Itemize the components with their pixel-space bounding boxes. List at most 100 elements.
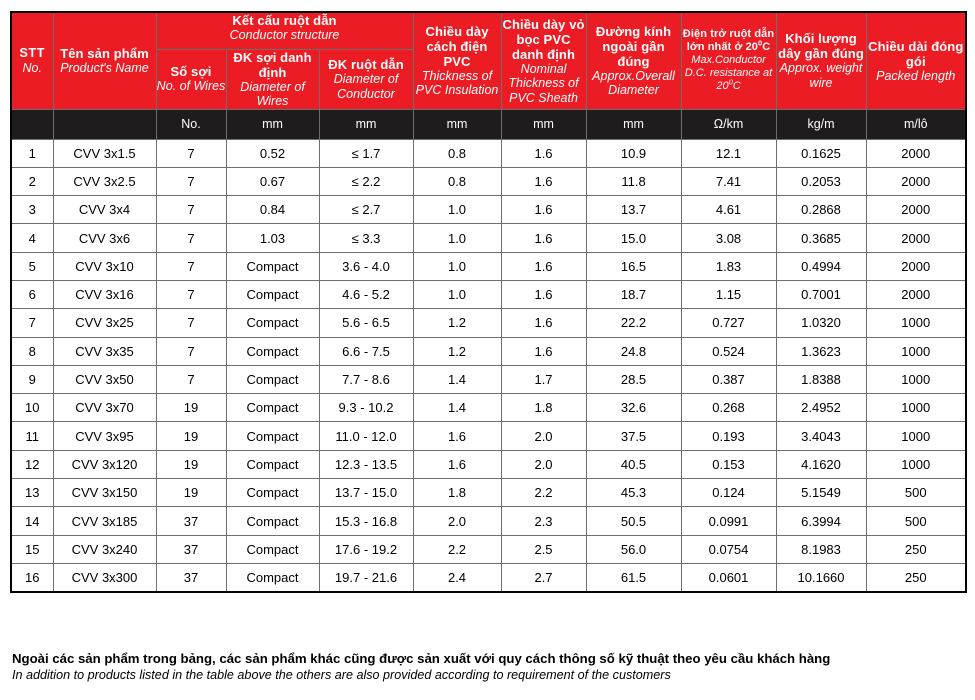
- cell-wire-diameter: Compact: [225, 506, 320, 536]
- unit-dc-resistance: Ω/km: [680, 108, 777, 140]
- cell-approx-weight: 5.1549: [775, 478, 867, 508]
- cell-conductor-diameter: 3.6 - 4.0: [318, 251, 414, 281]
- cell-packed-length: 1000: [865, 393, 967, 423]
- table-row: 4 CVV 3x6 7 1.03 ≤ 3.3 1.0 1.6 15.0 3.08 0.3685 20…: [11, 223, 967, 253]
- cell-no-of-wires: 7: [155, 138, 227, 168]
- cell-overall-diameter: 22.2: [585, 308, 682, 338]
- cell-pvc-sheath: 1.6: [500, 138, 587, 168]
- cell-dc-resistance: 12.1: [680, 138, 777, 168]
- cell-conductor-diameter: 13.7 - 15.0: [318, 478, 414, 508]
- th-wire-diameter-vn: ĐK sợi danh định: [233, 49, 312, 80]
- cell-packed-length: 1000: [865, 336, 967, 366]
- header-row-secondary: Số sợi No. of Wires ĐK sợi danh định Dia…: [11, 48, 966, 110]
- cell-overall-diameter: 45.3: [585, 478, 682, 508]
- cell-pvc-insulation: 1.2: [412, 336, 502, 366]
- cell-no-of-wires: 7: [155, 251, 227, 281]
- table-row: 6 CVV 3x16 7 Compact 4.6 - 5.2 1.0 1.6 18.7 1.15…: [11, 279, 967, 310]
- cell-conductor-diameter: ≤ 2.2: [318, 166, 414, 197]
- cell-overall-diameter: 56.0: [585, 534, 682, 564]
- cell-stt: 1: [11, 138, 54, 168]
- cell-dc-resistance: 0.0991: [680, 506, 777, 536]
- cell-approx-weight: 1.0320: [775, 308, 867, 338]
- th-pvc-insulation-thickness: Chiều dày cách điện PVC Thickness of PVC…: [412, 11, 502, 110]
- cell-packed-length: 1000: [865, 308, 967, 338]
- cell-overall-diameter: 18.7: [585, 279, 682, 310]
- cell-pvc-sheath: 2.2: [500, 478, 587, 508]
- cell-product-name: CVV 3x25: [52, 308, 157, 338]
- cell-pvc-insulation: 1.8: [412, 478, 502, 508]
- cell-product-name: CVV 3x185: [52, 506, 157, 536]
- cell-approx-weight: 2.4952: [775, 393, 867, 423]
- cell-packed-length: 2000: [865, 195, 967, 225]
- cell-no-of-wires: 19: [155, 421, 227, 451]
- cell-pvc-insulation: 1.6: [412, 449, 502, 480]
- cell-no-of-wires: 7: [155, 364, 227, 395]
- cell-overall-diameter: 16.5: [585, 251, 682, 281]
- cell-packed-length: 1000: [865, 421, 967, 451]
- cell-pvc-insulation: 1.0: [412, 195, 502, 225]
- cell-stt: 11: [11, 421, 54, 451]
- cell-conductor-diameter: 6.6 - 7.5: [318, 336, 414, 366]
- th-product-name-vn: Tên sản phẩm: [60, 46, 149, 61]
- cell-wire-diameter: Compact: [225, 308, 320, 338]
- cell-packed-length: 2000: [865, 223, 967, 253]
- cell-stt: 10: [11, 393, 54, 423]
- th-product-name-en: Product's Name: [60, 61, 149, 75]
- cell-pvc-sheath: 1.6: [500, 195, 587, 225]
- th-packed-length: Chiều dài đóng gói Packed length: [865, 11, 967, 110]
- cell-dc-resistance: 3.08: [680, 223, 777, 253]
- cell-conductor-diameter: ≤ 2.7: [318, 195, 414, 225]
- cell-pvc-sheath: 1.6: [500, 223, 587, 253]
- th-no-of-wires: Số sợi No. of Wires: [155, 48, 227, 110]
- cell-overall-diameter: 37.5: [585, 421, 682, 451]
- cell-wire-diameter: Compact: [225, 478, 320, 508]
- cell-wire-diameter: 0.67: [225, 166, 320, 197]
- table-row: 8 CVV 3x35 7 Compact 6.6 - 7.5 1.2 1.6 24.8 0.52…: [11, 336, 967, 366]
- cell-overall-diameter: 32.6: [585, 393, 682, 423]
- th-conductor-structure-group: Kết cấu ruột dẫn Conductor structure: [155, 11, 414, 50]
- cell-stt: 9: [11, 364, 54, 395]
- cell-stt: 14: [11, 506, 54, 536]
- th-overall-diameter: Đường kính ngoài gần đúng Approx.Overall…: [585, 11, 682, 110]
- cell-conductor-diameter: ≤ 3.3: [318, 223, 414, 253]
- cell-no-of-wires: 19: [155, 449, 227, 480]
- cell-packed-length: 500: [865, 506, 967, 536]
- cell-no-of-wires: 7: [155, 223, 227, 253]
- cell-product-name: CVV 3x6: [52, 223, 157, 253]
- unit-conductor-diameter: mm: [318, 108, 414, 140]
- th-dc-resistance-vn: Điện trở ruột dẫn lớn nhất ở 200C: [682, 28, 775, 54]
- cell-stt: 5: [11, 251, 54, 281]
- cell-no-of-wires: 19: [155, 478, 227, 508]
- cell-product-name: CVV 3x70: [52, 393, 157, 423]
- th-stt-en: No.: [22, 61, 42, 75]
- cable-specification-table: STT No. Tên sản phẩm Product's Name Kết …: [10, 11, 968, 593]
- cell-dc-resistance: 1.83: [680, 251, 777, 281]
- cell-no-of-wires: 7: [155, 166, 227, 197]
- unit-packed-length: m/lô: [865, 108, 967, 140]
- cell-stt: 2: [11, 166, 54, 197]
- cell-stt: 6: [11, 279, 54, 310]
- th-overall-diameter-en: Approx.Overall Diameter: [592, 68, 675, 98]
- cell-overall-diameter: 40.5: [585, 449, 682, 480]
- cell-wire-diameter: Compact: [225, 449, 320, 480]
- th-packed-length-en: Packed length: [876, 68, 956, 83]
- cell-wire-diameter: Compact: [225, 279, 320, 310]
- cell-pvc-sheath: 1.8: [500, 393, 587, 423]
- th-conductor-structure-vn: Kết cấu ruột dẫn: [232, 13, 337, 28]
- cell-wire-diameter: Compact: [225, 251, 320, 281]
- cell-pvc-sheath: 2.3: [500, 506, 587, 536]
- cell-pvc-insulation: 1.0: [412, 251, 502, 281]
- cell-pvc-insulation: 1.2: [412, 308, 502, 338]
- table-row: 5 CVV 3x10 7 Compact 3.6 - 4.0 1.0 1.6 16.5 1.83…: [11, 251, 967, 281]
- cell-product-name: CVV 3x50: [52, 364, 157, 395]
- table-row: 11 CVV 3x95 19 Compact 11.0 - 12.0 1.6 2.0 37.5…: [11, 421, 967, 451]
- cell-approx-weight: 0.3685: [775, 223, 867, 253]
- th-overall-diameter-vn: Đường kính ngoài gần đúng: [595, 23, 672, 69]
- cell-no-of-wires: 37: [155, 562, 227, 592]
- th-pvc-insulation-vn: Chiều dày cách điện PVC: [425, 23, 489, 69]
- table-row: 12 CVV 3x120 19 Compact 12.3 - 13.5 1.6 2.0 40.…: [11, 449, 967, 480]
- cell-pvc-sheath: 1.6: [500, 279, 587, 310]
- table-row: 15 CVV 3x240 37 Compact 17.6 - 19.2 2.2 2.5 56.…: [11, 534, 967, 564]
- cell-pvc-sheath: 1.6: [500, 336, 587, 366]
- unit-approx-weight: kg/m: [775, 108, 867, 140]
